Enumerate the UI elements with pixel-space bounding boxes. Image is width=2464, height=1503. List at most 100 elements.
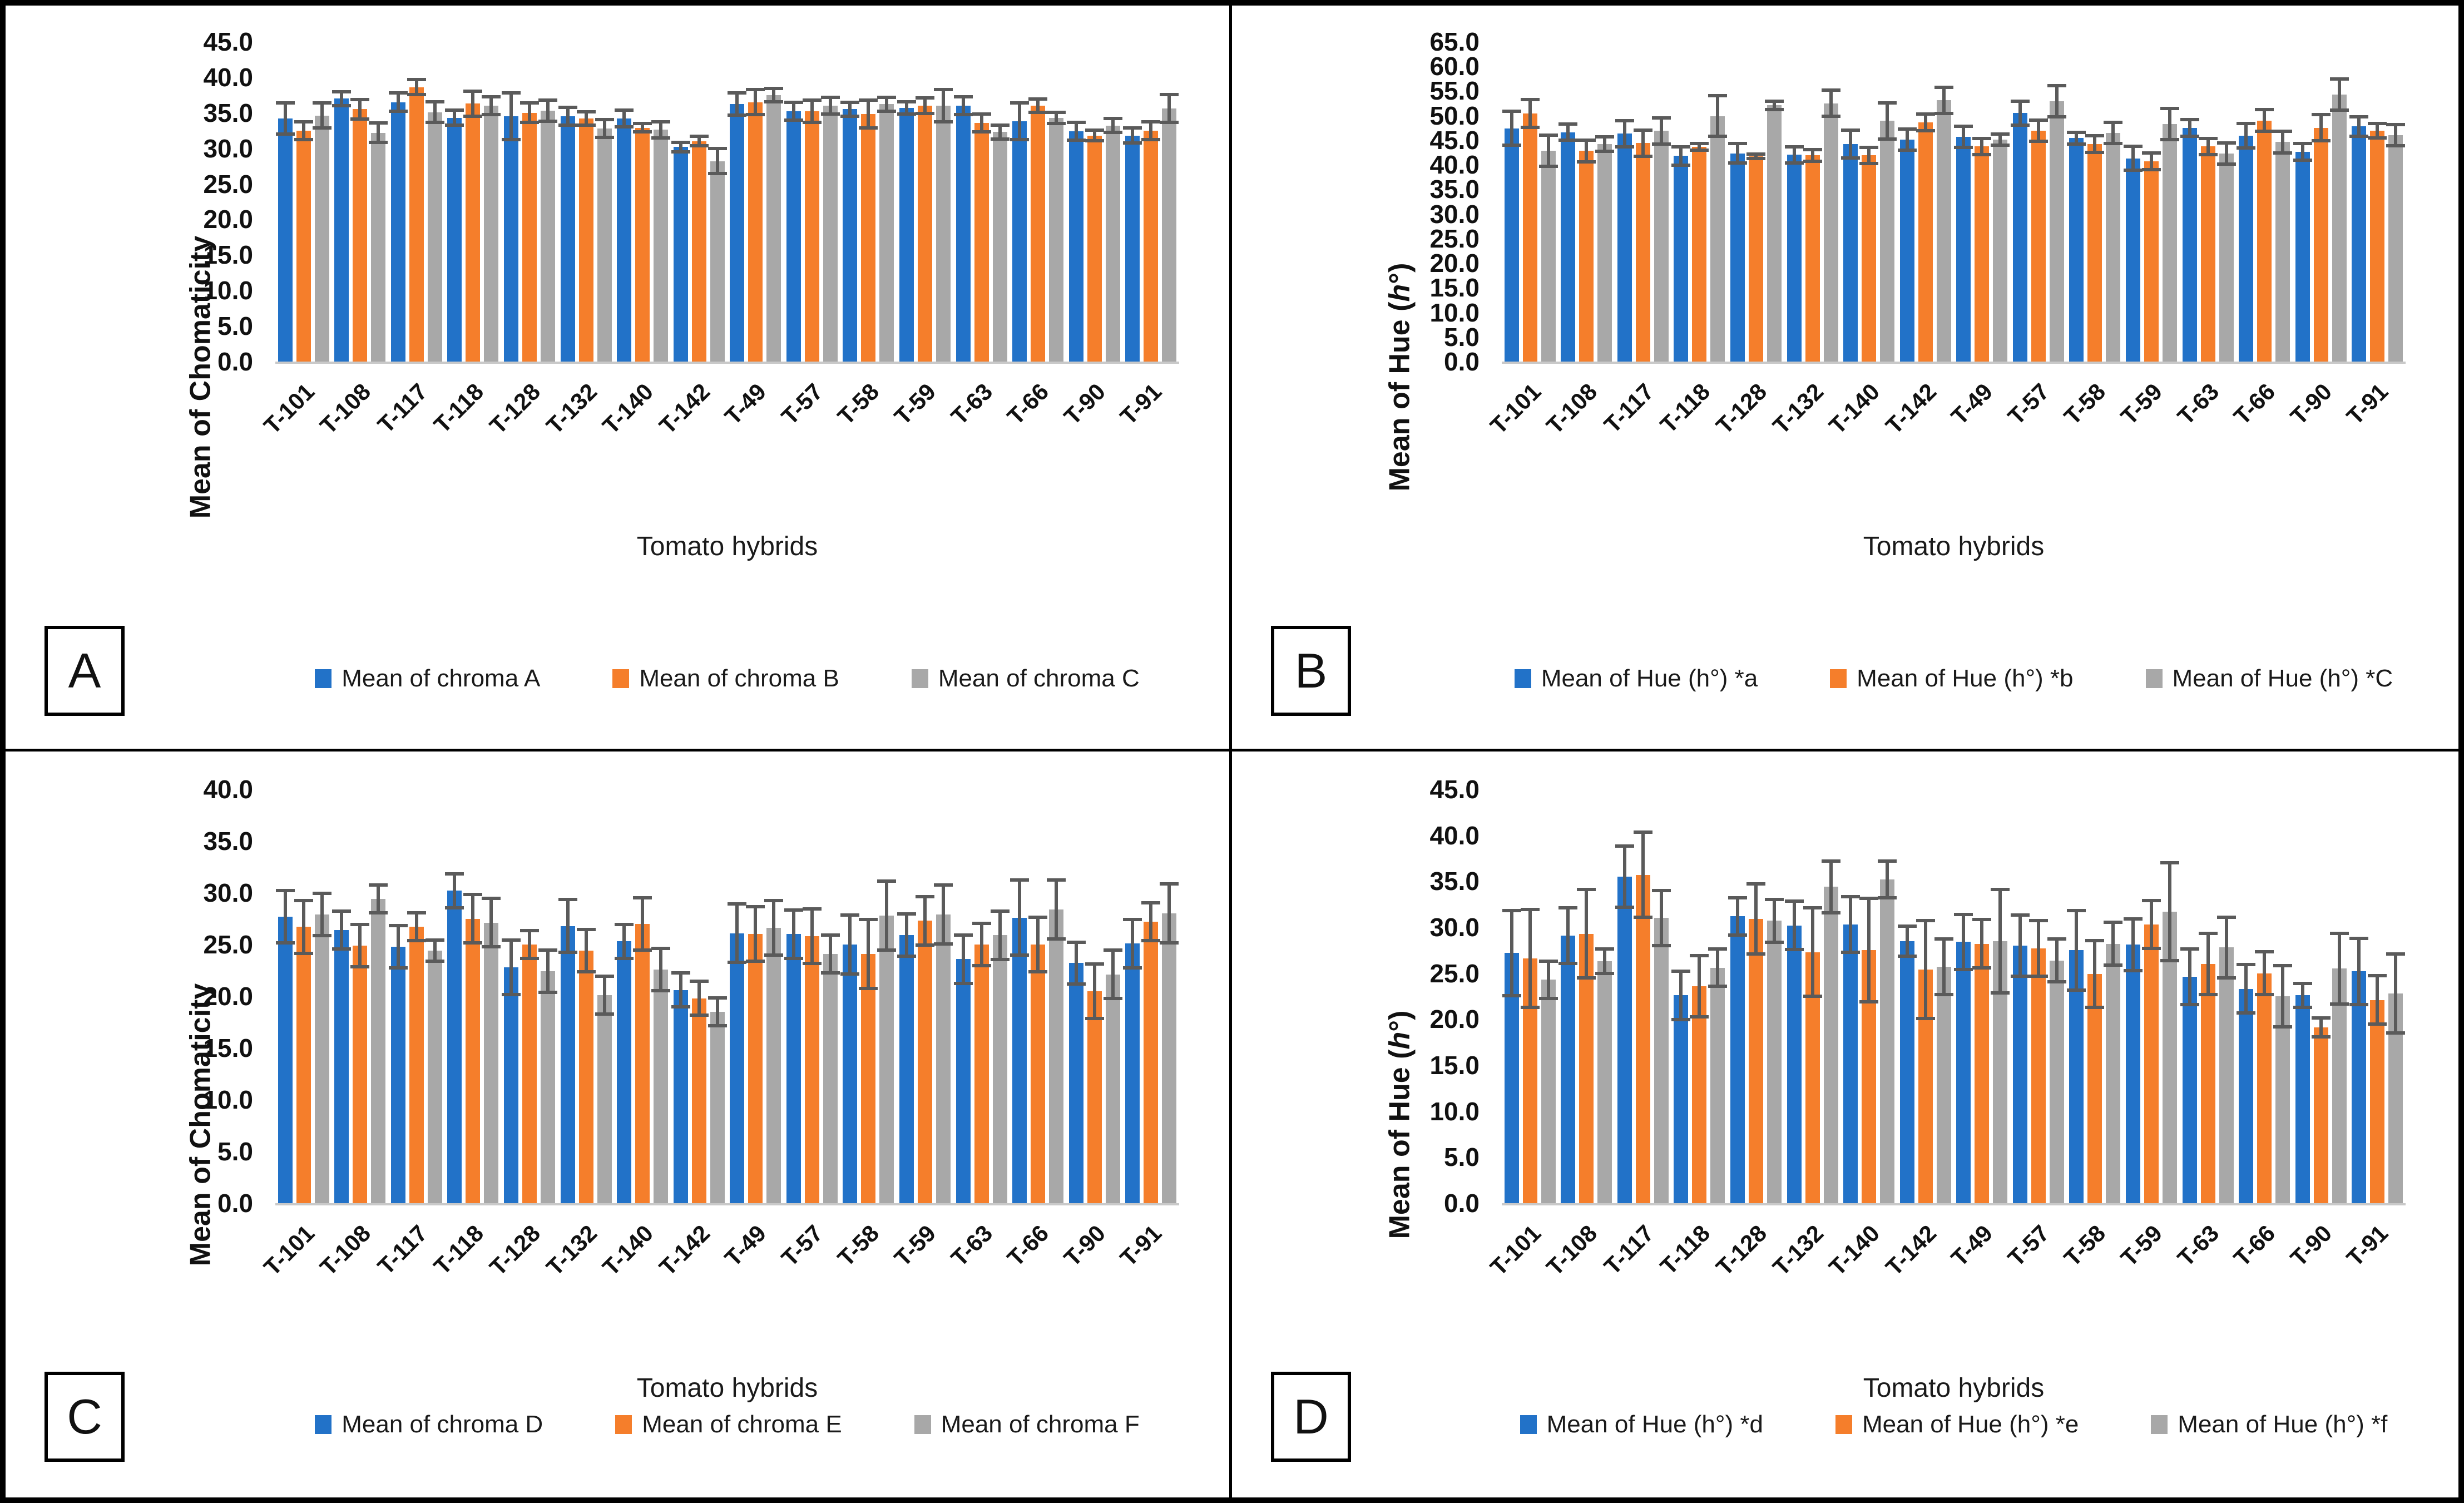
error-bar — [2055, 937, 2059, 983]
error-bar-cap — [784, 908, 803, 912]
error-bar-cap — [1066, 982, 1086, 986]
error-bar — [1111, 117, 1115, 135]
bar — [560, 116, 575, 362]
error-bar-cap — [1028, 111, 1048, 115]
y-tick-label: 15.0 — [1429, 273, 1480, 303]
error-bar-cap — [538, 948, 558, 952]
bar — [974, 122, 989, 362]
error-bar — [340, 90, 344, 107]
error-bar-cap — [1878, 137, 1897, 141]
error-bar — [622, 922, 626, 960]
error-bar-cap — [558, 898, 577, 902]
error-bar-cap — [877, 109, 897, 113]
bar — [992, 132, 1007, 362]
error-bar-cap — [689, 980, 709, 983]
error-bar-cap — [1991, 887, 2010, 891]
error-bar-cap — [445, 872, 464, 876]
bar — [409, 927, 424, 1203]
bar — [296, 130, 311, 362]
error-bar — [923, 96, 927, 115]
error-bar-cap — [482, 945, 501, 949]
error-bar — [2244, 122, 2248, 150]
error-bar-cap — [972, 922, 991, 926]
bar — [899, 107, 914, 362]
bar — [314, 115, 329, 362]
error-bar-cap — [502, 137, 521, 141]
error-bar-cap — [1821, 911, 1840, 914]
error-bar — [1736, 142, 1740, 165]
error-bar-cap — [1991, 144, 2010, 147]
error-bar-cap — [820, 96, 840, 100]
error-bar-cap — [877, 879, 897, 883]
y-tick-label: 5.0 — [217, 1137, 253, 1166]
error-bar — [961, 933, 965, 985]
error-bar-cap — [425, 960, 444, 963]
error-bar-cap — [2085, 150, 2105, 154]
error-bar-cap — [615, 108, 634, 112]
error-bar — [1962, 124, 1966, 149]
error-bar-cap — [1047, 878, 1066, 882]
error-bar-cap — [764, 100, 784, 104]
error-bar-cap — [933, 942, 953, 946]
bar — [2295, 995, 2310, 1203]
error-bar — [489, 897, 493, 949]
bar — [1956, 136, 1971, 362]
error-bar — [509, 938, 513, 996]
legend-item: Mean of chroma F — [914, 1411, 1140, 1438]
error-bar-cap — [859, 126, 878, 130]
error-bar-cap — [275, 941, 295, 945]
legend-item: Mean of Hue (h°) *b — [1830, 665, 2074, 693]
error-bar-cap — [595, 1012, 614, 1016]
bar — [314, 914, 329, 1203]
error-bar-cap — [2047, 937, 2066, 941]
legend-label: Mean of chroma D — [342, 1411, 543, 1438]
error-bar-cap — [1708, 947, 1728, 951]
error-bar — [283, 101, 287, 136]
error-bar-cap — [1123, 141, 1142, 145]
bar — [2031, 131, 2046, 362]
error-bar — [509, 91, 513, 141]
panel-B: Mean of Hue (h°) 65.0 60.0 55.0 50.0 45.0 40.… — [1232, 6, 2458, 752]
error-bar-cap — [2273, 964, 2293, 968]
bar — [427, 951, 442, 1203]
error-bar-cap — [784, 956, 803, 960]
error-bar-cap — [482, 897, 501, 901]
bar — [1730, 916, 1745, 1203]
error-bar-cap — [764, 86, 784, 90]
error-bar-cap — [1897, 149, 1917, 152]
error-bar-cap — [746, 905, 765, 909]
bar — [748, 102, 763, 362]
error-bar-cap — [2123, 917, 2143, 921]
error-bar — [1923, 919, 1927, 1020]
error-bar — [2357, 115, 2361, 138]
y-tick-label: 15.0 — [203, 1034, 253, 1062]
error-bar-cap — [802, 962, 822, 966]
bar — [371, 132, 386, 362]
error-bar-cap — [2273, 151, 2293, 155]
error-bar — [2319, 113, 2323, 143]
bar — [1936, 967, 1951, 1203]
error-bar — [697, 135, 701, 148]
error-bar — [1792, 145, 1796, 165]
error-bar-cap — [1728, 142, 1748, 146]
error-bar-cap — [445, 123, 464, 127]
error-bar — [566, 898, 570, 954]
error-bar — [2337, 77, 2341, 112]
bar — [1975, 943, 1990, 1203]
error-bar-cap — [784, 118, 803, 122]
error-bar-cap — [1972, 153, 1992, 157]
error-bar-cap — [2067, 908, 2086, 912]
error-bar-cap — [2255, 950, 2274, 954]
error-bar-cap — [802, 121, 822, 125]
error-bar-cap — [2386, 144, 2406, 148]
error-bar-cap — [558, 950, 577, 954]
error-bar-cap — [1934, 85, 1953, 89]
bar — [2275, 142, 2290, 362]
error-bar-cap — [2085, 1006, 2105, 1010]
legend-label: Mean of Hue (h°) *f — [2178, 1411, 2388, 1438]
error-bar-cap — [407, 78, 426, 82]
bar — [2106, 132, 2121, 362]
bar — [1730, 153, 1745, 362]
bar — [804, 936, 819, 1203]
panel-letter-badge: D — [1271, 1372, 1351, 1462]
